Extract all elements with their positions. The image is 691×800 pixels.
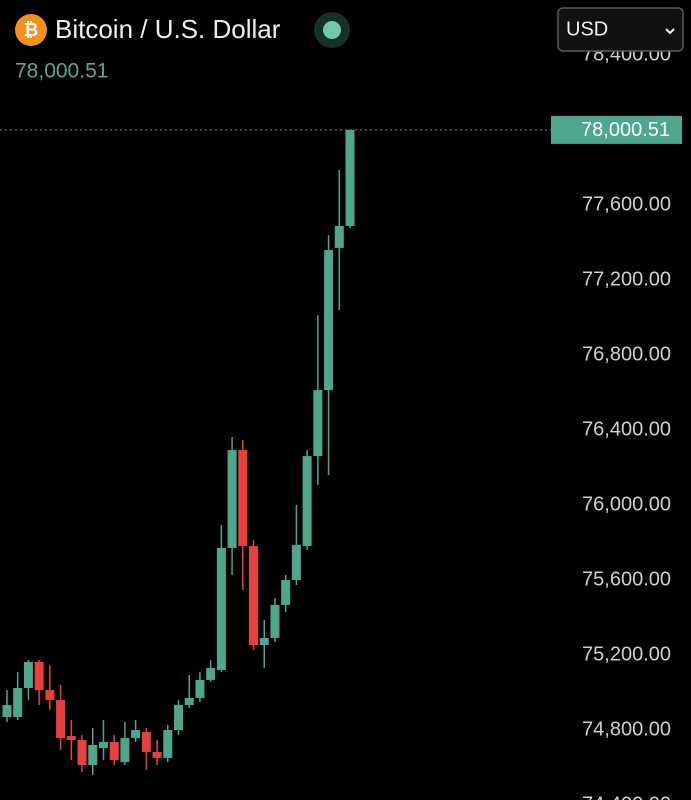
- candle-body: [141, 732, 151, 752]
- candle-body: [313, 390, 323, 457]
- candle-body: [206, 667, 216, 680]
- candle-body: [88, 745, 98, 766]
- last-price-label: 78,000.51: [581, 119, 670, 141]
- select-text[interactable]: USD: [566, 18, 608, 40]
- chart-title: Bitcoin / U.S. Dollar: [55, 14, 281, 44]
- candle-body: [238, 450, 248, 547]
- currency-select[interactable]: USD: [557, 7, 684, 52]
- candle-body: [324, 250, 334, 391]
- select-chevron: [665, 28, 675, 35]
- y-tick-label: 77,200.00: [582, 268, 671, 290]
- select-box[interactable]: [557, 7, 684, 52]
- candle-body: [2, 705, 12, 718]
- bitcoin-icon-glyph: ₿: [24, 20, 39, 40]
- last-price-tag: [551, 115, 682, 144]
- candle-body: [345, 129, 355, 226]
- candle-body: [56, 700, 66, 739]
- candle-body: [77, 739, 87, 766]
- candle-body: [23, 661, 33, 688]
- candle-body: [163, 730, 173, 758]
- candle-body: [13, 688, 23, 718]
- candle-body: [152, 751, 162, 758]
- candle-body: [259, 637, 269, 646]
- candle-body: [227, 450, 237, 548]
- candle-body: [291, 544, 301, 580]
- y-tick-label: 77,600.00: [582, 193, 671, 215]
- y-tick-label: 75,600.00: [582, 568, 671, 590]
- candle-body: [216, 547, 226, 670]
- candle-body: [109, 742, 119, 760]
- y-tick-label: 76,000.00: [582, 493, 671, 515]
- candle-body: [131, 730, 141, 739]
- status-dot: [323, 21, 341, 39]
- candle-body: [34, 661, 44, 691]
- candle-body: [120, 738, 130, 763]
- header-price: 78,000.51: [15, 60, 108, 83]
- candle-body: [281, 580, 291, 605]
- y-tick-label: 74,800.00: [582, 718, 671, 740]
- candle-body: [302, 456, 312, 547]
- candle-body: [195, 679, 205, 698]
- y-tick-label: 75,200.00: [582, 643, 671, 665]
- candle-body: [334, 226, 344, 248]
- y-tick-label: 76,400.00: [582, 418, 671, 440]
- candle-body: [66, 736, 76, 740]
- candle-body: [184, 697, 194, 706]
- candle-body: [174, 705, 183, 730]
- y-tick-label: 74,400.00: [582, 793, 671, 800]
- candle-body: [249, 546, 259, 646]
- y-tick-label: 76,800.00: [582, 343, 671, 365]
- bitcoin-icon: [15, 14, 47, 46]
- candle-body: [270, 604, 280, 638]
- candle-body: [98, 742, 108, 748]
- candle-body: [45, 690, 55, 700]
